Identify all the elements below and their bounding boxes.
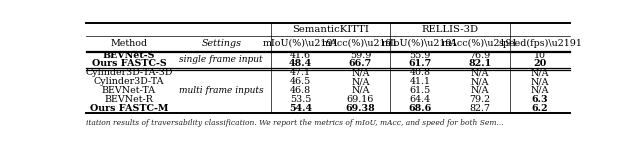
Text: 47.1: 47.1 [290,68,311,77]
Text: BEVNet-TA: BEVNet-TA [102,86,156,95]
Text: 61.7: 61.7 [409,59,432,68]
Text: 46.8: 46.8 [290,86,311,95]
Text: 41.1: 41.1 [410,77,431,86]
Text: Ours FASTC-S: Ours FASTC-S [92,59,166,68]
Text: 64.4: 64.4 [410,95,431,104]
Text: Cylinder3D-TA-3D: Cylinder3D-TA-3D [85,68,173,77]
Text: Method: Method [110,39,147,48]
Text: 20: 20 [534,59,547,68]
Text: 82.7: 82.7 [470,104,491,113]
Text: N/A: N/A [471,86,490,95]
Text: 53.5: 53.5 [290,95,311,104]
Text: 6.3: 6.3 [532,95,548,104]
Text: N/A: N/A [471,68,490,77]
Text: Settings: Settings [201,39,241,48]
Text: BEVNet-R: BEVNet-R [104,95,154,104]
Text: 76.9: 76.9 [470,51,491,60]
Text: N/A: N/A [531,77,549,86]
Text: RELLIS-3D: RELLIS-3D [422,25,479,34]
Text: 48.4: 48.4 [289,59,312,68]
Text: BEVNet-S: BEVNet-S [102,51,155,60]
Text: 68.6: 68.6 [409,104,432,113]
Text: 54.4: 54.4 [289,104,312,113]
Text: 69.38: 69.38 [346,104,375,113]
Text: mAcc(%)\u2191: mAcc(%)\u2191 [442,39,518,48]
Text: 41.6: 41.6 [290,51,311,60]
Text: Cylinder3D-TA: Cylinder3D-TA [93,77,164,86]
Text: mAcc(%)\u2191: mAcc(%)\u2191 [322,39,399,48]
Text: N/A: N/A [351,77,370,86]
Text: 40.8: 40.8 [410,68,431,77]
Text: N/A: N/A [471,77,490,86]
Text: 46.5: 46.5 [290,77,311,86]
Text: Ours FASTC-M: Ours FASTC-M [90,104,168,113]
Text: mIoU(%)\u2191: mIoU(%)\u2191 [382,39,459,48]
Text: N/A: N/A [351,86,370,95]
Text: N/A: N/A [531,68,549,77]
Text: 69.16: 69.16 [347,95,374,104]
Text: itation results of traversability classification. We report the metrics of mIoU,: itation results of traversability classi… [86,119,504,127]
Text: N/A: N/A [531,86,549,95]
Text: 79.2: 79.2 [470,95,491,104]
Text: N/A: N/A [351,68,370,77]
Text: single frame input: single frame input [179,55,263,64]
Text: 59.9: 59.9 [349,51,371,60]
Text: 10: 10 [534,51,546,60]
Text: SemanticKITTI: SemanticKITTI [292,25,369,34]
Text: 66.7: 66.7 [349,59,372,68]
Text: 55.9: 55.9 [410,51,431,60]
Text: 6.2: 6.2 [532,104,548,113]
Text: multi frame inputs: multi frame inputs [179,86,264,95]
Text: speed(fps)\u2191: speed(fps)\u2191 [498,39,582,48]
Text: 82.1: 82.1 [468,59,492,68]
Text: 61.5: 61.5 [410,86,431,95]
Text: mIoU(%)\u2191: mIoU(%)\u2191 [262,39,339,48]
